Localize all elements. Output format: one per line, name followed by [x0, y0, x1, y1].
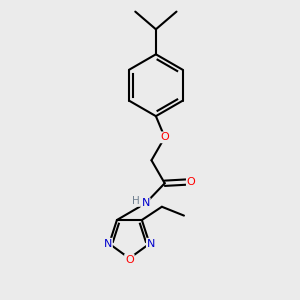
Text: O: O	[160, 132, 169, 142]
Text: N: N	[103, 239, 112, 249]
Text: O: O	[187, 177, 196, 187]
Text: H: H	[132, 196, 140, 206]
Text: O: O	[125, 255, 134, 265]
Text: N: N	[141, 198, 150, 208]
Text: N: N	[147, 239, 155, 249]
